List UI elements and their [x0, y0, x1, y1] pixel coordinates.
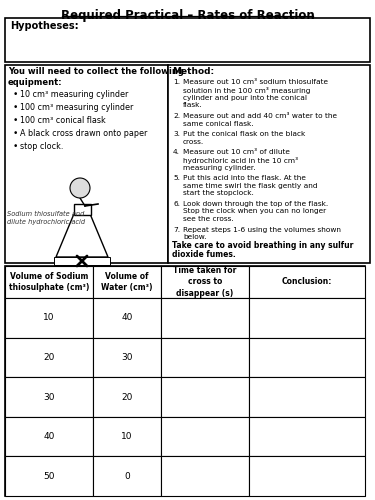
Text: •: • — [13, 129, 18, 138]
Text: 30: 30 — [121, 353, 133, 362]
Bar — [5, 266, 93, 298]
Text: •: • — [13, 103, 18, 112]
Text: Measure out and add 40 cm³ water to the: Measure out and add 40 cm³ water to the — [183, 112, 337, 118]
Text: 1.: 1. — [173, 79, 180, 85]
Text: Take care to avoid breathing in any sulfur: Take care to avoid breathing in any sulf… — [172, 241, 353, 250]
Text: A black cross drawn onto paper: A black cross drawn onto paper — [20, 129, 147, 138]
Bar — [249, 417, 365, 457]
Bar — [93, 338, 161, 377]
Bar — [161, 377, 249, 417]
Text: dioxide fumes.: dioxide fumes. — [172, 250, 236, 259]
Bar — [5, 18, 370, 62]
Bar — [249, 456, 365, 496]
Text: 2.: 2. — [173, 112, 180, 118]
Bar — [5, 266, 365, 496]
Text: •: • — [13, 90, 18, 99]
Bar — [249, 338, 365, 377]
Text: measuring cylinder.: measuring cylinder. — [183, 164, 256, 170]
Bar — [5, 338, 93, 377]
Bar — [161, 338, 249, 377]
Text: same conical flask.: same conical flask. — [183, 120, 254, 126]
Bar — [161, 266, 249, 298]
Text: 10: 10 — [121, 432, 133, 441]
Text: Volume of Sodium
thiosulphate (cm³): Volume of Sodium thiosulphate (cm³) — [9, 272, 89, 292]
Text: stop clock.: stop clock. — [20, 142, 63, 151]
Text: Hypotheses:: Hypotheses: — [10, 21, 79, 31]
Text: same time swirl the flask gently and: same time swirl the flask gently and — [183, 182, 318, 188]
Bar — [93, 417, 161, 457]
Text: 3.: 3. — [173, 131, 180, 137]
Text: Repeat steps 1-6 using the volumes shown: Repeat steps 1-6 using the volumes shown — [183, 226, 341, 232]
Text: Conclusion:: Conclusion: — [282, 278, 332, 286]
Text: 40: 40 — [43, 432, 55, 441]
Bar — [5, 298, 93, 338]
Text: 20: 20 — [122, 392, 133, 402]
Bar — [249, 298, 365, 338]
Bar — [93, 456, 161, 496]
Text: 4.: 4. — [173, 149, 180, 155]
Text: Required Practical – Rates of Reaction: Required Practical – Rates of Reaction — [61, 9, 314, 22]
Text: Method:: Method: — [172, 67, 214, 76]
Bar — [249, 266, 365, 298]
Text: 40: 40 — [122, 314, 133, 322]
Text: Volume of
Water (cm³): Volume of Water (cm³) — [101, 272, 153, 292]
Bar — [5, 417, 93, 457]
Text: 10: 10 — [43, 314, 55, 322]
Bar — [54, 257, 110, 265]
Bar — [161, 456, 249, 496]
Text: Measure out 10 cm³ sodium thiosulfate: Measure out 10 cm³ sodium thiosulfate — [183, 79, 328, 85]
Bar — [93, 266, 161, 298]
Text: flask.: flask. — [183, 102, 203, 108]
Text: 50: 50 — [43, 472, 55, 480]
Text: 20: 20 — [43, 353, 55, 362]
Text: Measure out 10 cm³ of dilute: Measure out 10 cm³ of dilute — [183, 149, 290, 155]
Text: Put this acid into the flask. At the: Put this acid into the flask. At the — [183, 175, 306, 181]
Text: 100 cm³ conical flask: 100 cm³ conical flask — [20, 116, 106, 125]
Text: Time taken for
cross to
disappear (s): Time taken for cross to disappear (s) — [173, 266, 237, 298]
Text: solution in the 100 cm³ measuring: solution in the 100 cm³ measuring — [183, 87, 310, 94]
Bar — [161, 298, 249, 338]
Text: 5.: 5. — [173, 175, 180, 181]
Text: Look down through the top of the flask.: Look down through the top of the flask. — [183, 200, 328, 206]
Bar — [249, 377, 365, 417]
Bar — [161, 417, 249, 457]
Text: cross.: cross. — [183, 138, 204, 144]
Text: 30: 30 — [43, 392, 55, 402]
Circle shape — [70, 178, 90, 198]
Text: 100 cm³ measuring cylinder: 100 cm³ measuring cylinder — [20, 103, 134, 112]
Text: 10 cm³ measuring cylinder: 10 cm³ measuring cylinder — [20, 90, 128, 99]
Text: •: • — [13, 116, 18, 125]
Text: 7.: 7. — [173, 226, 180, 232]
Text: •: • — [13, 142, 18, 151]
Polygon shape — [56, 215, 108, 257]
Bar — [74, 204, 90, 215]
Bar — [5, 65, 168, 263]
Text: Stop the clock when you can no longer: Stop the clock when you can no longer — [183, 208, 326, 214]
Text: You will need to collect the following
equipment:: You will need to collect the following e… — [8, 67, 184, 87]
Bar — [5, 456, 93, 496]
Text: below.: below. — [183, 234, 207, 240]
Text: cylinder and pour into the conical: cylinder and pour into the conical — [183, 94, 307, 100]
Text: start the stopclock.: start the stopclock. — [183, 190, 254, 196]
Bar — [93, 377, 161, 417]
Text: hydrochloric acid in the 10 cm³: hydrochloric acid in the 10 cm³ — [183, 156, 298, 164]
Bar — [5, 377, 93, 417]
Text: see the cross.: see the cross. — [183, 216, 234, 222]
Bar — [168, 65, 370, 263]
Text: 0: 0 — [124, 472, 130, 480]
Text: Sodium thiosulfate and
dilute hydrochloric acid: Sodium thiosulfate and dilute hydrochlor… — [7, 211, 85, 225]
Text: Put the conical flask on the black: Put the conical flask on the black — [183, 131, 305, 137]
Bar — [93, 298, 161, 338]
Text: 6.: 6. — [173, 200, 180, 206]
